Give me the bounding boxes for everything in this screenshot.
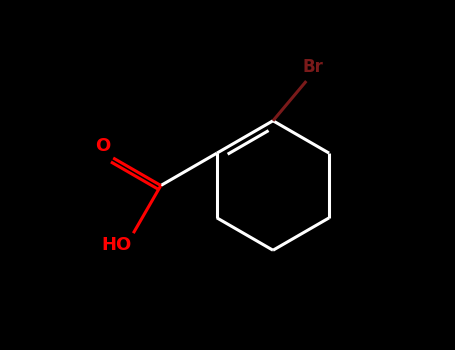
Text: Br: Br (303, 58, 324, 76)
Text: O: O (95, 137, 111, 155)
Text: HO: HO (101, 236, 131, 254)
